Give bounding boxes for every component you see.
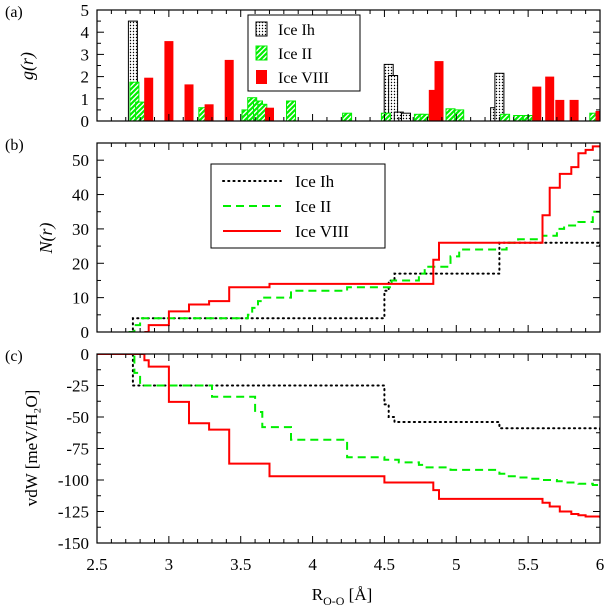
y-tick-label: -50 [66, 408, 89, 427]
panel-c: 0 -25 -50 -75 -100 -125 -150 (c) [5, 345, 601, 553]
series-line-ice-ii [128, 210, 600, 332]
bar-ice-viii [434, 61, 444, 121]
plot-frame [96, 353, 601, 544]
legend-panel-a: Ice Ih Ice II Ice VIII [247, 14, 361, 92]
bar-ice-viii [595, 111, 600, 121]
y-tick-label: 0 [81, 112, 90, 131]
x-tick-label: 5.5 [518, 555, 539, 574]
bar-ice-ih [401, 112, 411, 121]
x-tick-label: 4.5 [374, 555, 395, 574]
y-tick-label: 10 [72, 289, 89, 308]
bar-ice-viii [532, 86, 542, 121]
bar-ice-viii [545, 76, 555, 121]
x-tick-label: 3.5 [230, 555, 251, 574]
panel-label: (c) [5, 348, 23, 365]
plot-area [127, 20, 600, 121]
y-tick-label: 30 [72, 220, 89, 239]
series-line-ice-viii [97, 354, 600, 518]
x-tick-label: 5 [452, 555, 461, 574]
bar-ice-viii [265, 107, 274, 121]
legend-label: Ice Ih [278, 22, 315, 39]
x-tick-label: 6 [596, 555, 605, 574]
y-axis-title: N(r) [36, 222, 57, 254]
panel-a: 0 1 2 3 4 5 (a) [5, 1, 601, 131]
y-axis-title: g(r) [17, 52, 38, 80]
y-tick-label: 20 [72, 254, 89, 273]
legend-swatch [256, 70, 267, 84]
plot-area [128, 145, 600, 332]
y-tick-label: 5 [81, 1, 90, 20]
bar-ice-viii [224, 59, 234, 121]
legend-swatch [255, 45, 268, 61]
bar-ice-viii [428, 89, 438, 121]
y-tick-label: 0 [81, 323, 90, 342]
y-axis-title: vdW [meV/H₂O] [22, 390, 41, 507]
y-tick-label: -150 [58, 534, 89, 553]
bar-ice-ih [494, 72, 505, 121]
legend-label: Ice Ih [295, 172, 335, 191]
series-line-ice-ih [97, 354, 600, 431]
bar-ice-viii [144, 77, 154, 121]
bar-ice-ii [454, 109, 465, 121]
legend-panel-b: Ice Ih Ice II Ice VIII [210, 163, 386, 249]
bar-ice-viii [555, 99, 565, 121]
bar-ice-ii [380, 112, 391, 121]
bar-ice-ih [388, 75, 399, 121]
legend-label: Ice VIII [295, 222, 349, 241]
bar-ice-viii [164, 41, 174, 121]
plot-frame [96, 142, 601, 333]
y-tick-label: -25 [66, 377, 89, 396]
plot-area [97, 354, 600, 518]
y-tick-label: 50 [72, 151, 89, 170]
bar-ice-viii [184, 84, 194, 121]
bar-ice-ii [500, 113, 511, 121]
legend-swatch [255, 21, 268, 37]
legend-label: Ice II [278, 46, 312, 63]
y-tick-label: -75 [66, 440, 89, 459]
bar-ice-ii [445, 108, 456, 121]
y-tick-label: -100 [58, 471, 89, 490]
series-line-ice-ii [97, 354, 600, 486]
y-tick-label: 2 [81, 68, 90, 87]
y-tick-label: -125 [58, 503, 89, 522]
bar-ice-ii [513, 115, 524, 121]
bar-ice-ih [127, 20, 138, 121]
panel-label: (b) [5, 137, 24, 154]
bar-ice-ii [286, 100, 296, 121]
legend-label: Ice VIII [278, 70, 329, 87]
series-line-ice-viii [144, 145, 600, 332]
bar-ice-viii [569, 99, 579, 121]
y-tick-label: 4 [81, 23, 90, 42]
bar-ice-ii [342, 112, 353, 121]
x-axis-title: RO-O [Å] [312, 585, 373, 608]
x-tick-label: 3 [165, 555, 174, 574]
y-tick-label: 40 [72, 186, 89, 205]
bar-ice-viii [204, 104, 214, 121]
y-tick-label: 3 [81, 45, 90, 64]
y-tick-label: 1 [81, 90, 90, 109]
panel-b: 0 10 20 30 40 50 (b) [5, 137, 601, 342]
legend-label: Ice II [295, 197, 332, 216]
panel-label: (a) [5, 4, 23, 21]
y-tick-label: 0 [81, 345, 90, 364]
x-tick-label: 4 [308, 555, 317, 574]
x-tick-label: 2.5 [86, 555, 107, 574]
